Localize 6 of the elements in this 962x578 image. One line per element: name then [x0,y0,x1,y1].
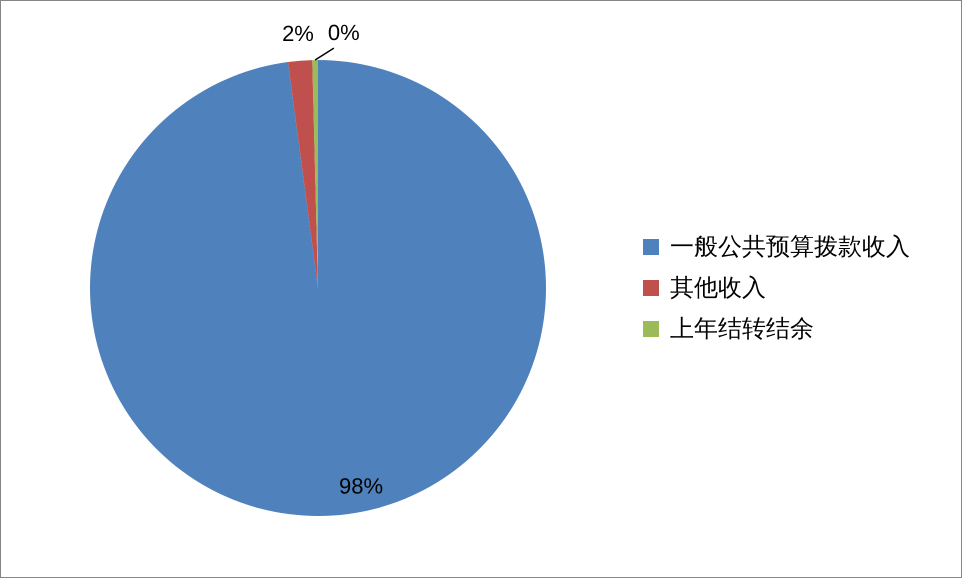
legend-label: 其他收入 [670,274,766,302]
data-label: 2% [282,20,314,46]
data-label: 98% [339,473,384,498]
data-label: 0% [328,20,360,46]
legend-label: 一般公共预算拨款收入 [670,234,910,260]
legend-label: 上年结转结余 [670,316,814,342]
